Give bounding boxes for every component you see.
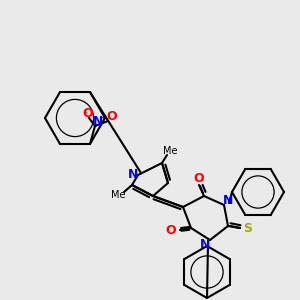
Text: O: O (166, 224, 176, 236)
Text: N: N (223, 194, 233, 206)
Text: O: O (194, 172, 204, 185)
Text: Me: Me (163, 146, 177, 156)
Text: O: O (107, 110, 117, 124)
Text: N: N (93, 116, 103, 128)
Text: S: S (244, 221, 253, 235)
Text: O: O (83, 107, 93, 121)
Text: -: - (83, 107, 87, 117)
Text: N: N (128, 169, 138, 182)
Text: Me: Me (111, 190, 125, 200)
Text: N: N (200, 238, 210, 250)
Text: +: + (100, 113, 106, 122)
